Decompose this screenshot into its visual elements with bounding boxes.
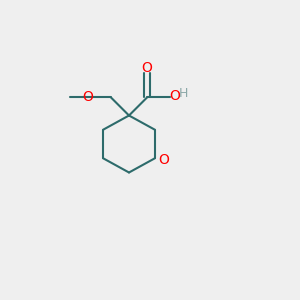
- Text: O: O: [83, 91, 94, 104]
- Text: O: O: [142, 61, 152, 75]
- Text: O: O: [169, 89, 180, 103]
- Text: H: H: [179, 87, 189, 101]
- Text: O: O: [158, 153, 169, 167]
